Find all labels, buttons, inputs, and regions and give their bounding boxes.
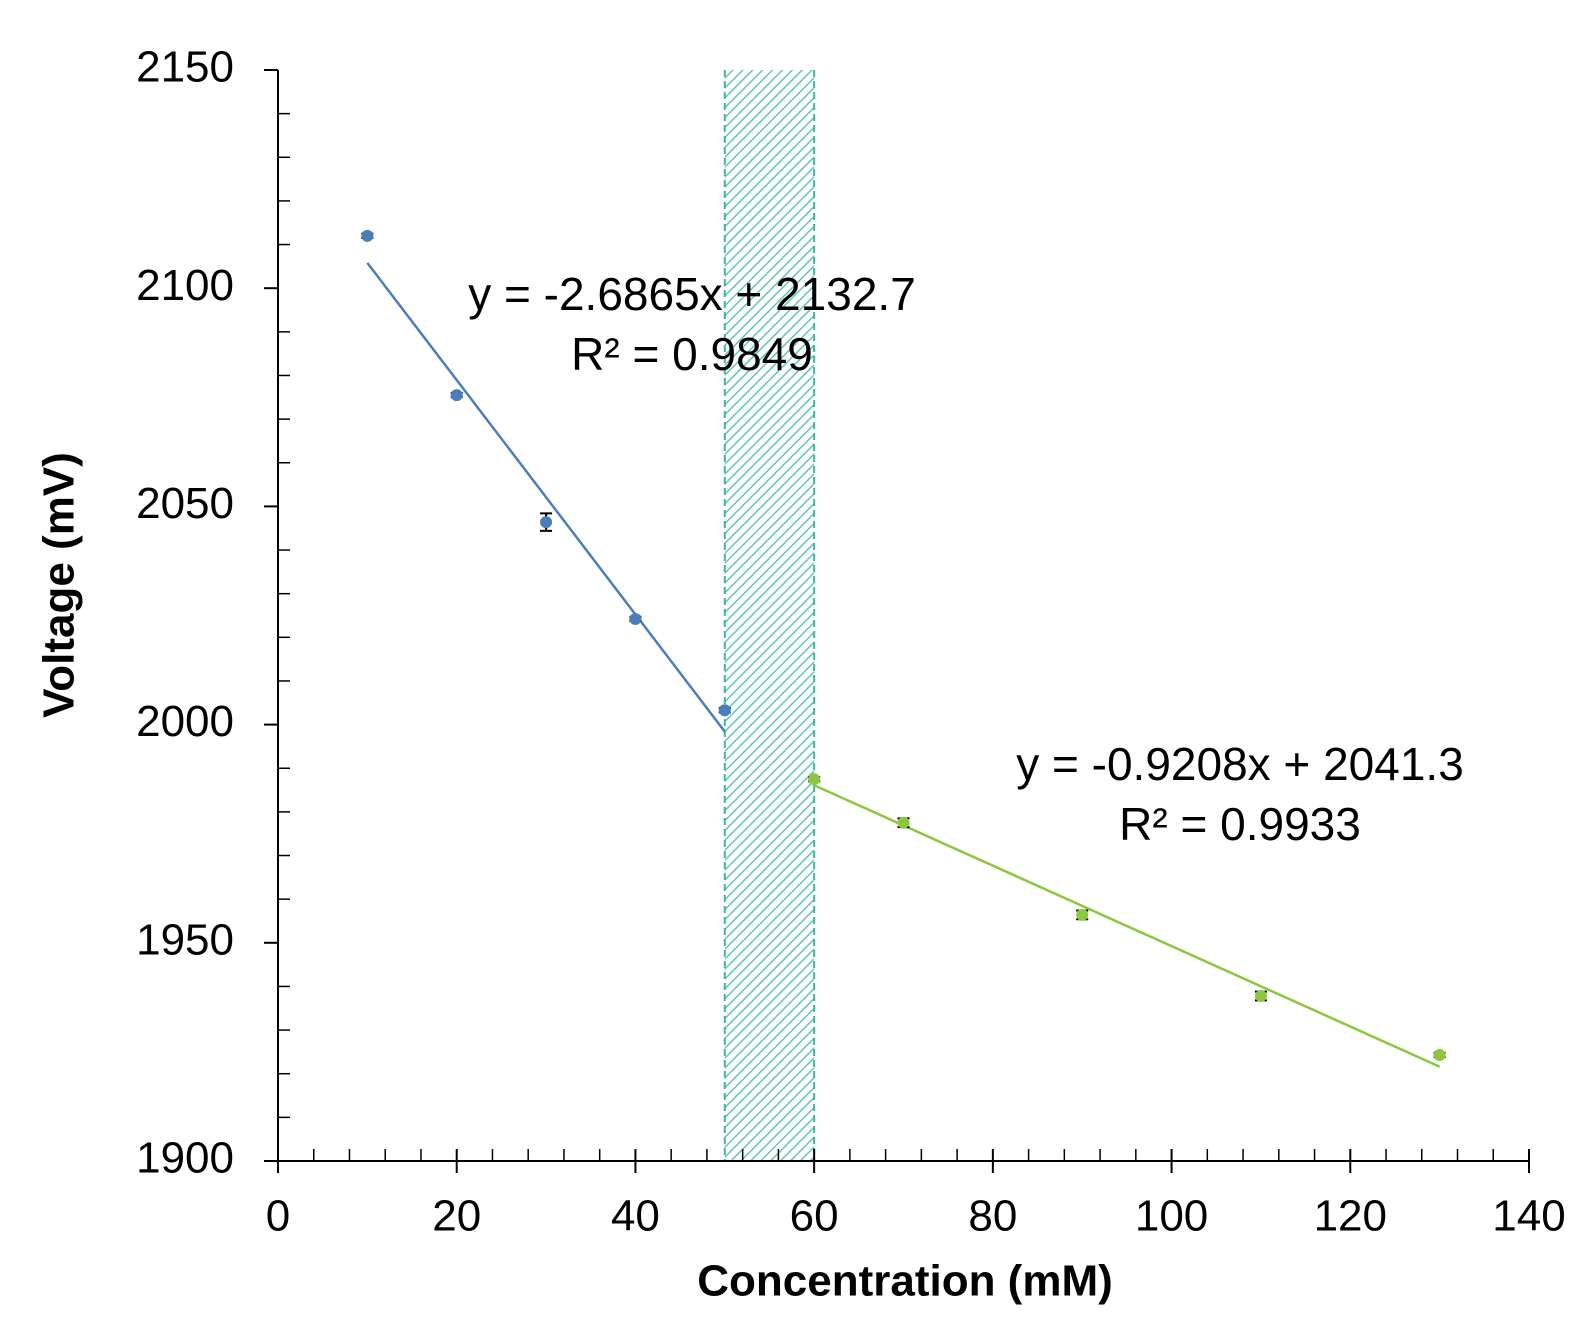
data-point xyxy=(629,612,642,625)
y-tick-label: 1950 xyxy=(136,915,234,964)
y-tick-label: 2100 xyxy=(136,261,234,310)
x-tick-label: 0 xyxy=(266,1192,290,1241)
data-point xyxy=(718,704,731,717)
data-point xyxy=(1076,908,1089,921)
data-point xyxy=(450,389,463,402)
x-tick-label: 40 xyxy=(611,1192,660,1241)
x-tick-label: 60 xyxy=(790,1192,839,1241)
y-tick-label: 2000 xyxy=(136,697,234,746)
x-tick-label: 100 xyxy=(1135,1192,1208,1241)
x-tick-label: 140 xyxy=(1492,1192,1565,1241)
y-axis-title: Voltage (mV) xyxy=(35,452,84,718)
trend-r2: R² = 0.9849 xyxy=(571,328,813,380)
trend-equation: y = -2.6865x + 2132.7 xyxy=(468,268,916,320)
x-tick-label: 80 xyxy=(968,1192,1017,1241)
y-tick-label: 2150 xyxy=(136,43,234,92)
trend-r2: R² = 0.9933 xyxy=(1119,798,1361,850)
trend-equation: y = -0.9208x + 2041.3 xyxy=(1016,738,1464,790)
trendline xyxy=(813,784,1441,1068)
x-axis-title: Concentration (mM) xyxy=(697,1257,1113,1306)
shaded-region xyxy=(724,70,815,1161)
data-point xyxy=(808,773,821,786)
x-tick-label: 20 xyxy=(432,1192,481,1241)
y-tick-label: 1900 xyxy=(136,1134,234,1183)
data-point xyxy=(897,816,910,829)
x-tick-label: 120 xyxy=(1314,1192,1387,1241)
data-point xyxy=(1433,1048,1446,1061)
data-point xyxy=(540,516,553,529)
y-tick-label: 2050 xyxy=(136,479,234,528)
data-point xyxy=(1254,990,1267,1003)
data-point xyxy=(361,229,374,242)
trendline xyxy=(366,262,726,733)
